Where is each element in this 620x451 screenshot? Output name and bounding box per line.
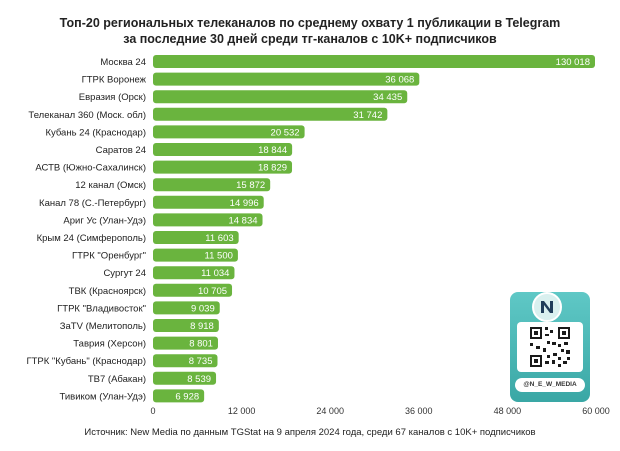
value-label: 8 735 [189, 356, 213, 367]
category-label: Таврия (Херсон) [73, 339, 146, 350]
bar [153, 371, 217, 385]
value-label: 6 928 [175, 391, 199, 402]
bar [153, 248, 238, 262]
bar [153, 195, 264, 209]
category-label: Саратов 24 [96, 145, 146, 156]
bar [153, 301, 220, 315]
x-tick-label: 24 000 [316, 406, 344, 416]
bar [153, 354, 218, 368]
category-label: Евразия (Орск) [79, 92, 146, 103]
new-media-logo [532, 292, 562, 322]
category-label: ТВК (Красноярск) [69, 286, 146, 297]
category-label: Сургут 24 [103, 268, 146, 279]
bar [153, 55, 595, 68]
chart-title: Топ-20 региональных телеканалов по средн… [59, 16, 561, 30]
category-label: АСТВ (Южно-Сахалинск) [35, 163, 146, 174]
value-label: 18 829 [258, 163, 287, 174]
value-label: 36 068 [385, 75, 414, 86]
telegram-handle: @N_E_W_MEDIA [515, 378, 585, 392]
category-label: Телеканал 360 (Моск. обл) [28, 110, 146, 121]
bar [153, 160, 293, 174]
bar [153, 319, 219, 332]
bar [153, 336, 218, 350]
value-label: 8 539 [187, 374, 211, 385]
value-label: 11 500 [205, 251, 233, 262]
bar [153, 107, 388, 121]
value-label: 31 742 [353, 110, 382, 121]
value-label: 34 435 [373, 92, 402, 103]
value-label: 20 532 [271, 127, 300, 138]
x-tick-label: 0 [150, 406, 155, 416]
value-label: 8 918 [190, 321, 214, 332]
bar [153, 283, 233, 297]
x-tick-label: 36 000 [405, 406, 433, 416]
value-label: 11 603 [205, 233, 233, 244]
category-label: Тивиком (Улан-Удэ) [59, 391, 146, 402]
qr-code-icon [517, 322, 583, 372]
category-label: ГТРК Воронеж [82, 75, 147, 86]
bar [153, 72, 420, 86]
bar [153, 178, 271, 192]
bar [153, 125, 305, 139]
category-label: ТВ7 (Абакан) [88, 374, 146, 385]
category-label: ГТРК "Кубань" (Краснодар) [26, 356, 146, 367]
bar [153, 266, 235, 280]
value-label: 14 996 [230, 198, 259, 209]
bar [153, 90, 408, 104]
category-label: ГТРК "Владивосток" [57, 303, 146, 314]
value-label: 18 844 [258, 145, 287, 156]
value-label: 130 018 [556, 57, 590, 68]
x-tick-label: 60 000 [582, 406, 610, 416]
bar [153, 143, 293, 156]
source-note: Источник: New Media по данным TGStat на … [84, 427, 536, 438]
category-label: Кубань 24 (Краснодар) [45, 127, 146, 138]
category-label: Крым 24 (Симферополь) [37, 233, 146, 244]
x-tick-label: 48 000 [494, 406, 522, 416]
value-label: 11 034 [201, 268, 229, 279]
bar [153, 231, 239, 244]
bar [153, 389, 205, 403]
value-label: 10 705 [198, 286, 227, 297]
value-label: 15 872 [236, 180, 265, 191]
category-label: Москва 24 [100, 57, 146, 68]
category-label: ГТРК "Оренбург" [72, 251, 146, 262]
category-label: ЗаТV (Мелитополь) [60, 321, 146, 332]
category-label: Ариг Ус (Улан-Удэ) [63, 215, 146, 226]
value-label: 9 039 [191, 303, 215, 314]
x-tick-label: 12 000 [228, 406, 256, 416]
category-label: 12 канал (Омск) [75, 180, 146, 191]
value-label: 14 834 [228, 215, 257, 226]
category-label: Канал 78 (С.-Петербург) [39, 198, 146, 209]
chart-subtitle: за последние 30 дней среди тг-каналов с … [123, 32, 497, 46]
value-label: 8 801 [189, 339, 213, 350]
bar [153, 213, 263, 227]
